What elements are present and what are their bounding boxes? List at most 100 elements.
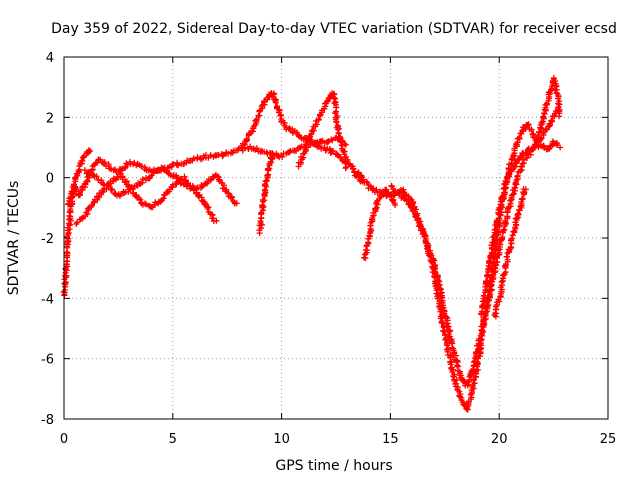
data-point <box>87 148 94 155</box>
data-point <box>141 164 148 171</box>
data-point <box>513 222 520 229</box>
data-point <box>447 327 454 334</box>
data-point <box>143 201 150 208</box>
data-point <box>507 244 514 251</box>
x-tick-label: 0 <box>60 432 68 447</box>
data-point <box>325 138 332 145</box>
data-point <box>514 172 521 179</box>
data-point <box>525 122 532 129</box>
data-point <box>505 171 512 178</box>
data-point <box>85 147 92 154</box>
series-arc-spike-9 <box>238 90 350 172</box>
data-point <box>512 160 519 167</box>
series-arc-dip-inner <box>388 106 562 389</box>
data-point <box>84 205 91 212</box>
data-point <box>445 323 452 330</box>
data-point <box>544 126 551 133</box>
data-point <box>457 393 464 400</box>
data-point <box>244 136 251 143</box>
data-point <box>354 170 361 177</box>
data-point <box>76 191 83 198</box>
data-point <box>309 127 316 134</box>
data-point <box>193 185 200 192</box>
data-point <box>75 167 82 174</box>
series-arc-ret <box>64 147 94 208</box>
data-point <box>124 161 131 168</box>
data-point <box>315 117 322 124</box>
data-point <box>269 150 276 157</box>
x-tick-label: 5 <box>169 432 177 447</box>
data-point <box>342 153 349 160</box>
data-point <box>492 262 499 269</box>
x-tick-label: 15 <box>382 432 399 447</box>
data-point <box>214 173 221 180</box>
data-point <box>373 186 380 193</box>
data-point <box>438 319 445 326</box>
data-point <box>142 200 149 207</box>
data-point <box>148 172 155 179</box>
data-point <box>437 315 444 322</box>
data-point <box>328 136 335 143</box>
data-point <box>555 106 562 113</box>
data-point <box>522 186 529 193</box>
y-tick-label: -8 <box>41 413 54 428</box>
data-point <box>481 292 488 299</box>
series-arc-mid <box>81 165 240 207</box>
data-point <box>318 145 325 152</box>
data-point <box>490 239 497 246</box>
data-point <box>279 153 286 160</box>
data-point <box>467 391 474 398</box>
series-arc-drop-9 <box>256 150 276 237</box>
data-point <box>504 256 511 263</box>
y-tick-label: -6 <box>41 353 54 368</box>
data-point <box>557 144 564 151</box>
data-point <box>175 162 182 169</box>
data-point <box>262 178 269 185</box>
data-point <box>518 130 525 137</box>
data-point <box>342 165 349 172</box>
data-point <box>443 313 450 320</box>
data-point <box>220 182 227 189</box>
data-point <box>360 176 367 183</box>
data-point <box>330 94 337 101</box>
data-point <box>176 176 183 183</box>
data-point <box>78 215 85 222</box>
data-point <box>497 241 504 248</box>
data-point <box>450 373 457 380</box>
data-point <box>516 134 523 141</box>
x-tick-label: 25 <box>600 432 617 447</box>
data-point <box>528 126 535 133</box>
data-point <box>390 196 397 203</box>
data-point <box>264 172 271 179</box>
data-point <box>297 159 304 166</box>
data-point <box>440 304 447 311</box>
y-tick-label: 4 <box>46 51 54 66</box>
data-point <box>253 116 260 123</box>
data-point <box>400 194 407 201</box>
data-point <box>425 244 432 251</box>
data-point <box>453 376 460 383</box>
data-point <box>483 278 490 285</box>
data-point <box>431 257 438 264</box>
data-point <box>265 165 272 172</box>
data-point <box>373 199 380 206</box>
data-point <box>272 99 279 106</box>
data-point <box>519 195 526 202</box>
data-point <box>497 198 504 205</box>
data-point <box>540 114 547 121</box>
y-tick-label: -2 <box>41 232 54 247</box>
data-point <box>261 187 268 194</box>
data-point <box>308 131 315 138</box>
data-point <box>519 127 526 134</box>
data-point <box>138 179 145 186</box>
data-point <box>233 200 240 207</box>
x-tick-label: 20 <box>491 432 508 447</box>
y-tick-label: -4 <box>41 292 54 307</box>
y-axis-label: SDTVAR / TECUs <box>6 181 22 296</box>
data-point <box>174 159 181 166</box>
data-point <box>93 173 100 180</box>
series-arc-rise-right <box>478 138 564 318</box>
data-point <box>81 167 88 174</box>
plot-frame <box>63 56 609 420</box>
